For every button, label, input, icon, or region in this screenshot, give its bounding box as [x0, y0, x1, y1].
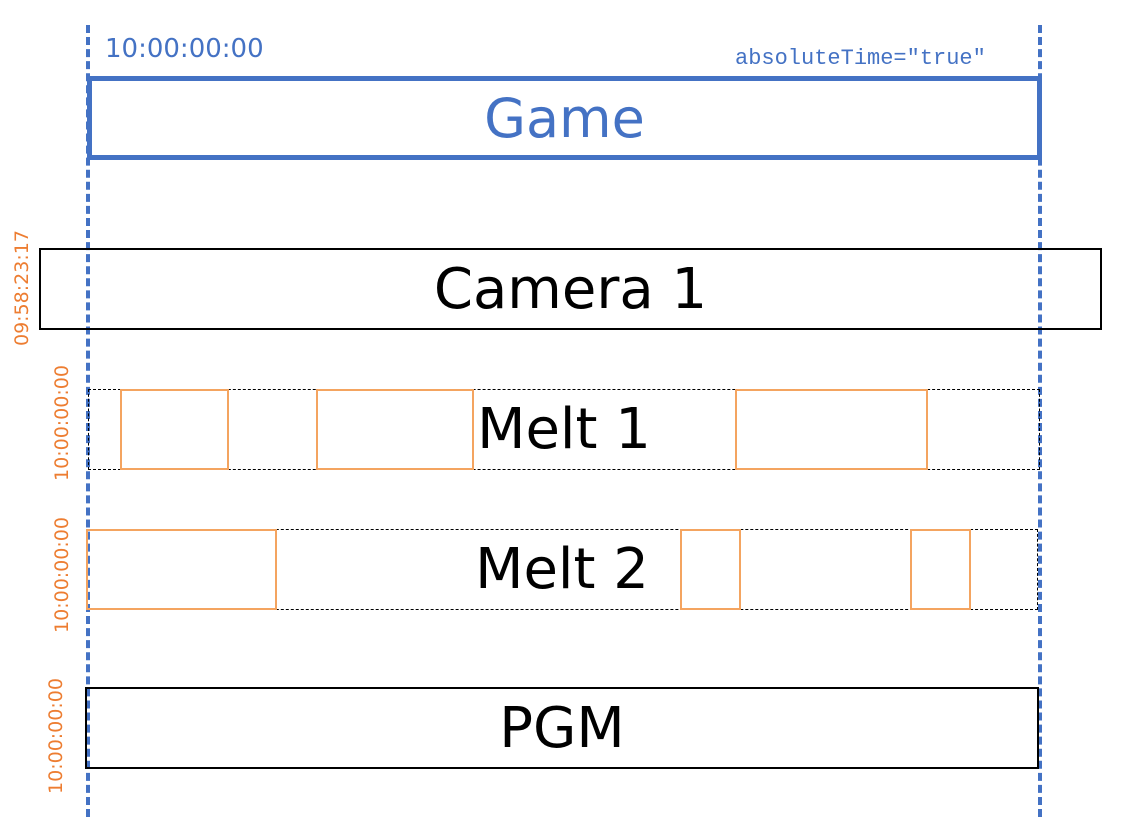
melt-1-track: Melt 1: [88, 389, 1040, 470]
melt-2-clip: [680, 529, 741, 610]
pgm-start-time: 10:00:00:00: [45, 678, 67, 794]
camera-1-track: Camera 1: [39, 248, 1102, 330]
game-start-time: 10:00:00:00: [105, 34, 264, 64]
camera-1-start-time: 09:58:23:17: [11, 230, 33, 346]
game-end-marker: [1038, 25, 1042, 817]
melt-1-start-time: 10:00:00:00: [51, 365, 73, 481]
pgm-track: PGM: [85, 687, 1039, 769]
melt-1-clip: [120, 389, 229, 470]
melt-2-start-time: 10:00:00:00: [51, 517, 73, 633]
game-track: Game: [87, 76, 1042, 160]
absolute-time-attribute: absoluteTime="true": [735, 46, 986, 71]
track-label: Melt 2: [475, 537, 649, 602]
melt-2-track: Melt 2: [86, 529, 1038, 610]
track-label: PGM: [499, 695, 625, 761]
track-label: Melt 1: [477, 397, 651, 462]
melt-1-clip: [735, 389, 928, 470]
melt-2-clip: [910, 529, 971, 610]
game-label: Game: [484, 86, 645, 150]
melt-1-clip: [316, 389, 474, 470]
melt-2-clip: [86, 529, 277, 610]
track-label: Camera 1: [433, 256, 708, 322]
